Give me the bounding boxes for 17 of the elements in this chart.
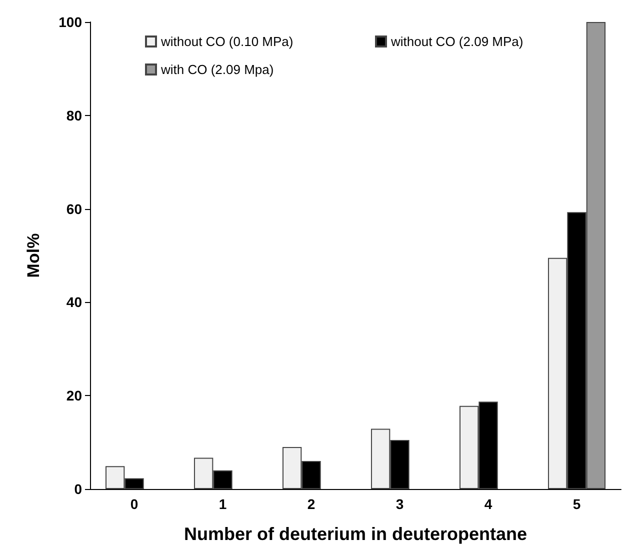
y-axis-title: Mol% [24, 233, 43, 278]
x-tick-label: 2 [307, 496, 316, 512]
y-tick-label: 80 [66, 107, 82, 124]
x-axis-title: Number of deuterium in deuteropentane [184, 524, 528, 544]
y-tick-label: 20 [66, 388, 82, 404]
x-tick-label: 5 [572, 496, 581, 512]
legend-label: without CO (2.09 MPa) [390, 34, 524, 49]
x-tick-label: 4 [484, 496, 492, 512]
x-tick-label: 1 [218, 496, 227, 512]
legend-label: with CO (2.09 Mpa) [160, 62, 274, 77]
x-tick-label: 3 [396, 496, 404, 512]
y-tick-label: 60 [66, 200, 82, 217]
y-tick-label: 100 [58, 14, 82, 30]
legend-label: without CO (0.10 MPa) [160, 34, 294, 49]
y-tick-label: 0 [74, 481, 82, 497]
y-tick-label: 40 [66, 294, 82, 310]
x-tick-label: 0 [130, 496, 138, 512]
